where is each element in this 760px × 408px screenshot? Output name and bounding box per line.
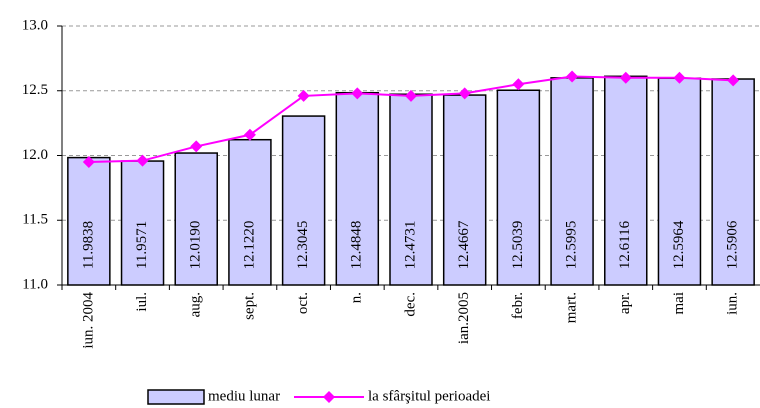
value-label: 12.5906 [725,220,741,269]
y-tick-label: 13.0 [22,17,48,33]
y-tick-label: 12.5 [22,82,48,98]
bar [228,138,272,286]
marker [297,89,310,102]
marker [351,87,364,100]
bar [335,91,380,286]
value-label: 12.5039 [510,221,526,270]
value-label: 12.4667 [456,220,472,269]
x-tick-label: n. [349,292,365,303]
x-tick-label: dec. [402,292,418,317]
bar [67,156,111,286]
x-tick-label: mart. [564,292,580,323]
x-tick-label: febr. [510,292,526,319]
value-label: 12.0190 [188,221,204,270]
bar [120,160,165,286]
value-label: 11.9571 [134,221,150,269]
marker [82,155,95,168]
legend-marker [323,391,335,403]
x-tick-label: iul. [134,292,150,312]
value-label: 12.3045 [295,221,311,270]
bar [174,152,218,286]
marker [566,70,579,83]
value-label: 12.6116 [617,220,633,269]
legend-label: mediu lunar [208,388,280,404]
y-tick-label: 12.0 [22,147,48,163]
bar [442,94,487,286]
x-tick-label: iun. [725,292,741,315]
x-tick-label: apr. [617,292,633,314]
marker [673,71,686,84]
legend-label: la sfârşitul perioadei [368,388,490,404]
legend-swatch [147,389,205,405]
value-label: 12.5995 [564,221,580,270]
marker [405,89,417,102]
marker [190,140,203,153]
y-tick-label: 11.5 [22,212,48,228]
marker [136,154,149,167]
value-label: 12.1220 [241,221,257,270]
x-tick-label: aug. [188,292,204,317]
bar [711,78,755,286]
x-tick-label: mai [671,292,687,315]
y-tick-label: 11.0 [22,276,48,292]
bar [604,75,648,286]
bar [281,115,326,286]
bar [389,93,433,286]
bar [550,77,594,286]
x-tick-label: iun. 2004 [80,292,96,349]
marker [458,87,471,100]
value-label: 12.4731 [402,221,418,270]
x-tick-label: oct. [295,292,311,314]
x-tick-label: sept. [241,292,257,320]
marker [243,128,256,141]
marker [619,71,632,84]
x-tick-label: ian.2005 [456,292,472,344]
marker [512,78,525,91]
value-label: 11.9838 [80,221,96,269]
value-label: 12.4848 [349,221,365,270]
bar [657,77,702,286]
value-label: 12.5964 [671,220,687,269]
marker [727,74,740,87]
